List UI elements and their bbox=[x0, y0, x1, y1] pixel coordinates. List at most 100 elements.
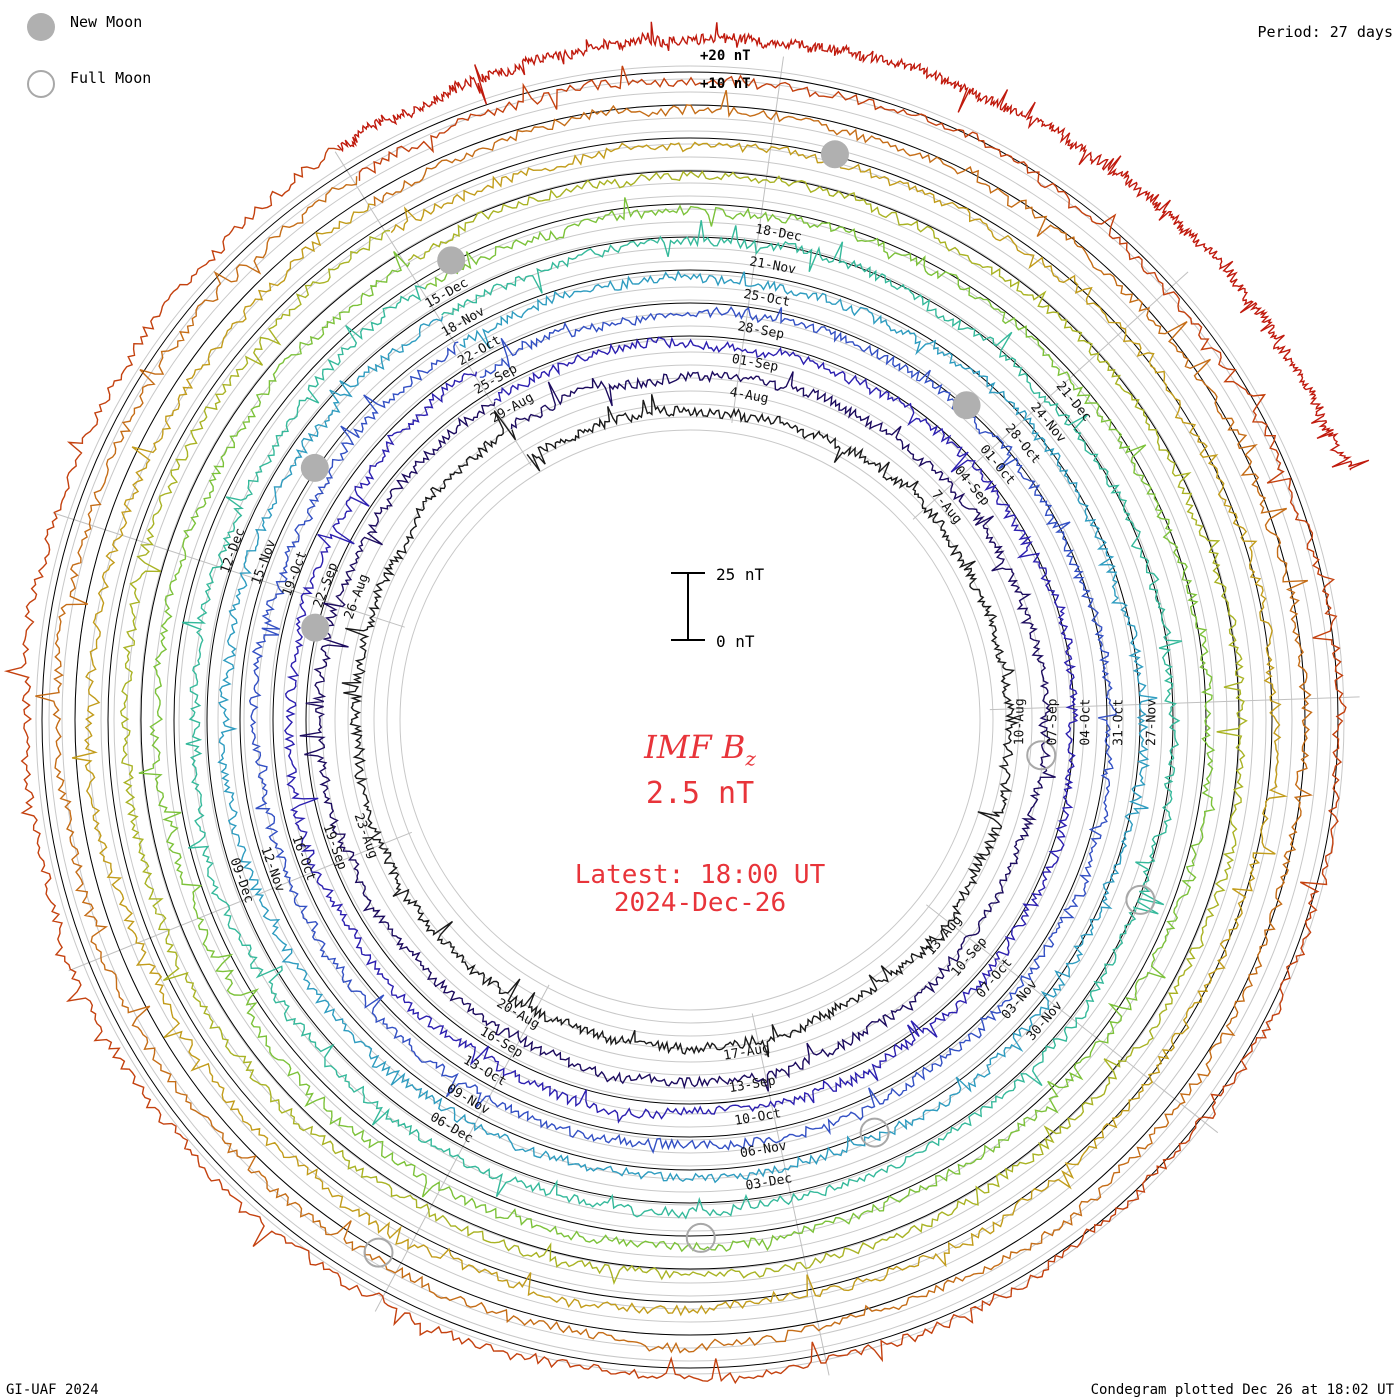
grid-ring bbox=[308, 338, 1072, 1102]
new-moon-marker bbox=[300, 453, 329, 482]
grid-ring bbox=[269, 299, 1111, 1141]
current-value: 2.5 nT bbox=[645, 776, 755, 811]
spoke bbox=[926, 904, 1219, 1134]
latest-time: Latest: 18:00 UT bbox=[574, 860, 826, 890]
credit-label: GI-UAF 2024 bbox=[6, 1382, 99, 1398]
date-label: 27-Nov bbox=[1144, 699, 1159, 746]
new-moon-marker bbox=[301, 613, 330, 642]
grid-ring bbox=[386, 416, 994, 1024]
chart-title-subscript: z bbox=[745, 746, 756, 771]
series-line bbox=[299, 370, 1056, 1092]
date-label: 22-Sep bbox=[311, 561, 341, 610]
spoke bbox=[374, 984, 550, 1312]
latest-date: 2024-Dec-26 bbox=[613, 888, 787, 918]
baseline-ring bbox=[107, 137, 1273, 1303]
baseline-ring bbox=[41, 71, 1339, 1369]
date-label: 18-Dec bbox=[754, 222, 803, 245]
date-label: 31-Oct bbox=[1111, 699, 1126, 746]
full-moon-marker bbox=[685, 1222, 716, 1253]
grid-ring bbox=[35, 65, 1345, 1375]
grid-ring bbox=[139, 169, 1241, 1271]
date-label: 06-Nov bbox=[739, 1139, 788, 1162]
date-label: 06-Dec bbox=[427, 1110, 475, 1147]
date-label: 4-Aug bbox=[728, 385, 769, 407]
baseline-ring bbox=[272, 302, 1108, 1138]
plotted-timestamp: Condegram plotted Dec 26 at 18:02 UT bbox=[1090, 1382, 1394, 1398]
date-label: 28-Oct bbox=[1002, 421, 1044, 467]
grid-ring bbox=[243, 273, 1137, 1167]
date-label: 10-Aug bbox=[1012, 698, 1027, 745]
series-line bbox=[217, 269, 1158, 1184]
series-line bbox=[35, 90, 1314, 1354]
series-line bbox=[138, 197, 1216, 1253]
chart-title: IMF Bz bbox=[0, 728, 1400, 770]
grid-ring bbox=[204, 234, 1176, 1206]
grid-ring bbox=[360, 390, 1020, 1050]
grid-ring bbox=[295, 325, 1085, 1115]
series-line bbox=[337, 21, 1370, 471]
date-label: 17-Aug bbox=[722, 1041, 771, 1064]
data-series bbox=[3, 21, 1370, 1385]
full-moon-marker bbox=[859, 1117, 890, 1148]
ring-label-10: +10 nT bbox=[700, 76, 751, 92]
full-moon-marker bbox=[363, 1237, 394, 1268]
new-moon-marker bbox=[952, 391, 981, 420]
scale-bar bbox=[671, 572, 705, 641]
scale-bottom-label: 0 nT bbox=[716, 632, 755, 651]
series-line bbox=[248, 306, 1117, 1155]
grid-ring bbox=[321, 351, 1059, 1089]
grid-ring bbox=[373, 403, 1007, 1037]
grid-ring bbox=[48, 78, 1332, 1362]
series-line bbox=[341, 394, 1020, 1058]
series-line bbox=[71, 141, 1288, 1317]
spoke bbox=[731, 56, 784, 424]
grid-ring bbox=[61, 91, 1319, 1349]
spoke bbox=[912, 271, 1189, 520]
grid-ring bbox=[113, 143, 1267, 1297]
baseline-ring bbox=[206, 236, 1174, 1204]
series-line bbox=[119, 170, 1248, 1285]
legend-new-moon-label: New Moon bbox=[70, 13, 143, 31]
date-label: 19-Oct bbox=[280, 549, 310, 598]
grid-ring bbox=[217, 247, 1163, 1193]
grid-ring bbox=[191, 221, 1189, 1219]
spoke bbox=[334, 151, 532, 466]
new-moon-icon bbox=[27, 13, 55, 41]
spoke bbox=[68, 831, 412, 972]
series-line bbox=[283, 336, 1079, 1124]
moon-markers bbox=[300, 140, 1156, 1268]
date-label: 15-Nov bbox=[249, 538, 279, 587]
new-moon-marker bbox=[437, 246, 466, 275]
series-line bbox=[3, 65, 1347, 1385]
date-label: 07-Oct bbox=[974, 956, 1016, 1002]
date-label: 21-Nov bbox=[748, 254, 797, 277]
scale-top-label: 25 nT bbox=[716, 565, 765, 584]
date-label: 04-Oct bbox=[1078, 699, 1093, 746]
ring-label-20: +20 nT bbox=[700, 48, 751, 64]
grid-ring bbox=[152, 182, 1228, 1258]
chart-title-main: IMF B bbox=[644, 728, 746, 766]
date-label: 26-Aug bbox=[342, 572, 372, 621]
grid-ring bbox=[399, 429, 981, 1011]
date-label: 10-Oct bbox=[733, 1106, 782, 1129]
grid-ring bbox=[334, 364, 1046, 1076]
baseline-ring bbox=[305, 335, 1075, 1105]
date-label: 24-Nov bbox=[1027, 400, 1069, 446]
date-label: 07-Sep bbox=[1045, 698, 1060, 745]
spoke bbox=[751, 1013, 830, 1376]
series-line bbox=[181, 220, 1183, 1220]
baseline-ring bbox=[140, 170, 1240, 1270]
grid-ring bbox=[347, 377, 1033, 1063]
grid-ring bbox=[256, 286, 1124, 1154]
baseline-ring bbox=[239, 269, 1141, 1171]
new-moon-marker bbox=[820, 140, 849, 169]
grid-ring bbox=[165, 195, 1215, 1245]
full-moon-marker bbox=[1125, 884, 1156, 915]
legend-full-moon-label: Full Moon bbox=[70, 69, 152, 87]
grid-ring bbox=[100, 130, 1280, 1310]
full-moon-icon bbox=[27, 70, 55, 98]
full-moon-marker bbox=[1026, 740, 1057, 771]
period-label: Period: 27 days bbox=[1257, 23, 1393, 41]
spoke bbox=[52, 512, 405, 628]
